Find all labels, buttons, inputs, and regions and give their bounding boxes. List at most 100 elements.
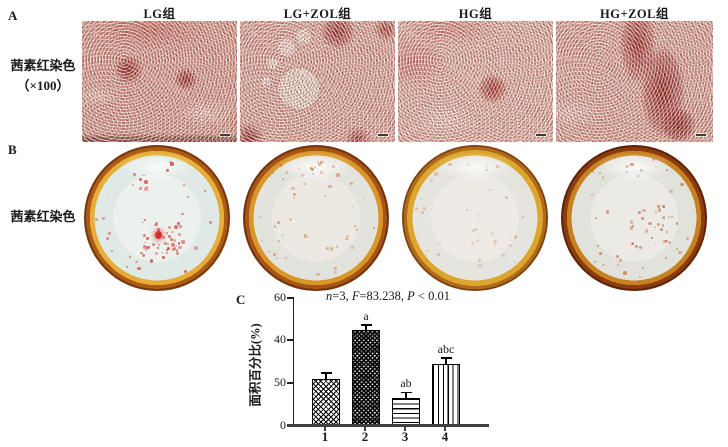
stain-speckle	[465, 208, 468, 211]
stain-speckle	[493, 239, 498, 244]
stain-speckle	[140, 251, 143, 255]
stain-speckle	[616, 263, 620, 267]
stain-speckle	[680, 182, 684, 186]
stain-speckle	[642, 208, 646, 213]
stain-speckle	[474, 228, 478, 232]
stain-speckle	[304, 183, 306, 185]
stain-speckle	[258, 215, 261, 218]
bar-group-1	[312, 379, 340, 426]
stain-speckle	[477, 259, 481, 263]
x-tick-2	[364, 427, 366, 431]
stain-speckle	[165, 251, 169, 255]
stain-speckle	[129, 255, 132, 259]
stain-speckle	[666, 231, 669, 234]
stain-speckle	[626, 170, 629, 173]
stat-f-value: =83.238,	[359, 289, 408, 303]
stain-speckle	[351, 205, 354, 208]
stain-speckle	[145, 236, 149, 240]
stain-speckle	[144, 241, 146, 244]
stat-n-symbol: n	[326, 289, 333, 303]
stain-speckle	[590, 194, 593, 196]
stain-speckle	[513, 235, 518, 239]
stain-speckle	[165, 169, 169, 173]
stain-speckle	[665, 257, 667, 259]
y-tick-label-20: 50	[274, 375, 286, 389]
stain-speckle	[676, 222, 679, 225]
stain-speckle	[277, 221, 280, 224]
stain-speckle	[178, 225, 182, 229]
stain-speckle	[169, 161, 172, 164]
stain-speckle	[290, 186, 295, 191]
x-tick-label-1: 1	[321, 429, 329, 444]
stain-speckle	[292, 271, 295, 274]
stain-speckle	[282, 178, 285, 181]
significance-label-2: a	[363, 308, 369, 323]
central-stain-spot	[155, 231, 162, 239]
error-bar-stem-1	[325, 373, 327, 381]
stain-speckle	[485, 168, 488, 171]
stain-speckle	[659, 227, 664, 232]
stain-speckle	[180, 240, 185, 244]
stain-speckle	[662, 216, 665, 220]
stain-speckle	[170, 238, 173, 241]
stain-speckle	[654, 226, 657, 229]
stain-speckle	[167, 235, 171, 239]
stain-speckle	[329, 247, 334, 251]
stain-speckle	[345, 238, 348, 241]
panel-b-row-label: 茜素红染色	[10, 209, 76, 224]
stain-speckle	[477, 264, 482, 269]
stain-speckle	[472, 229, 475, 232]
stain-speckle	[137, 266, 141, 271]
stain-speckle	[176, 251, 180, 255]
stain-speckle	[496, 165, 499, 168]
plot-area: a ab abc	[293, 298, 484, 426]
micrograph-hg-zol	[556, 21, 713, 142]
stain-speckle	[155, 252, 158, 255]
stain-speckle	[174, 247, 177, 250]
micrograph-hg	[398, 21, 553, 142]
magnification-label: （×100）	[16, 78, 70, 93]
stain-speckle	[320, 212, 323, 215]
stat-n-value: =3,	[332, 289, 352, 303]
stain-speckle	[144, 245, 146, 248]
stain-speckle	[106, 194, 109, 197]
chart-stats-title: n=3, F=83.238, P < 0.01	[293, 289, 483, 304]
stain-speckle	[161, 252, 164, 254]
stain-speckle	[177, 242, 181, 246]
stain-speckle	[154, 222, 159, 226]
micrograph-lg	[82, 21, 237, 142]
stain-speckle	[665, 239, 669, 243]
stain-speckle	[166, 232, 169, 235]
stain-speckle	[321, 160, 324, 164]
culture-dish-hg-zol	[561, 145, 707, 291]
stain-speckle	[349, 181, 353, 185]
stain-speckle	[175, 249, 179, 252]
stain-speckle	[143, 219, 146, 221]
stain-speckle	[504, 196, 508, 200]
bar-group-2	[352, 330, 380, 426]
stain-speckle	[501, 254, 505, 257]
culture-dish-lg	[84, 145, 230, 291]
stain-speckle	[177, 221, 180, 225]
stain-speckle	[319, 161, 323, 165]
column-label-lg-zol: LG+ZOL组	[283, 7, 352, 21]
error-bar-cap-2	[360, 324, 372, 326]
stain-speckle	[655, 165, 657, 168]
stain-speckle	[648, 221, 652, 226]
stain-speckle	[466, 163, 470, 167]
stain-speckle	[289, 218, 293, 222]
stain-speckle	[345, 234, 350, 239]
stain-speckle	[101, 217, 105, 220]
stain-speckle	[353, 224, 357, 228]
stain-speckle	[488, 189, 491, 192]
stain-speckle	[662, 205, 666, 209]
stain-name-label: 茜素红染色	[10, 58, 76, 73]
stain-speckle	[314, 165, 317, 168]
stain-speckle	[156, 228, 160, 232]
stain-speckle	[138, 178, 143, 182]
stain-speckle	[625, 164, 629, 169]
stain-speckle	[143, 245, 147, 249]
stain-speckle	[434, 172, 438, 176]
stain-speckle	[422, 206, 427, 211]
